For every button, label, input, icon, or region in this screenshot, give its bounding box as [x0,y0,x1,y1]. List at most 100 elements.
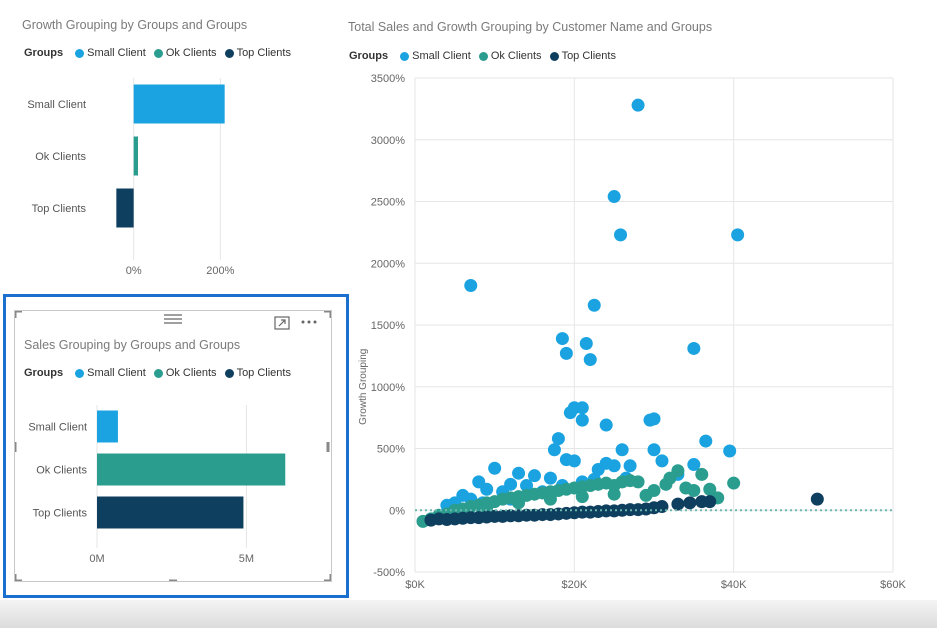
resize-handle[interactable] [14,574,22,582]
resize-handle[interactable] [14,310,22,318]
legend-item-top-clients[interactable]: Top Clients [549,50,616,62]
data-point[interactable] [575,413,589,427]
data-point[interactable] [607,487,621,501]
data-point[interactable] [687,458,701,472]
y-category-label: Top Clients [32,203,87,215]
legend-item-ok-clients[interactable]: Ok Clients [478,50,542,62]
data-point[interactable] [528,469,541,483]
data-point[interactable] [615,443,629,457]
data-point[interactable] [671,497,685,511]
data-point[interactable] [723,444,737,458]
sales-bar-chart[interactable]: 0M 5M Small Client Ok Clients Top Clients [14,390,324,575]
bar[interactable] [97,410,118,443]
resize-handle[interactable] [324,574,332,582]
data-point[interactable] [703,482,717,496]
data-point[interactable] [559,346,573,360]
legend-title: Groups [24,367,64,379]
y-tick-label: 3500% [371,73,405,85]
legend-dot-icon [478,51,488,61]
window-bottom-edge [0,600,937,628]
data-point[interactable] [555,332,569,346]
chart-legend: Groups Small Client Ok Clients Top Clien… [24,367,299,379]
data-point[interactable] [464,278,478,292]
data-point[interactable] [687,341,701,355]
data-point[interactable] [575,490,589,504]
data-point[interactable] [583,353,597,367]
selected-visual-frame[interactable] [3,294,349,598]
data-point[interactable] [567,454,581,468]
bar[interactable] [133,84,225,124]
bar[interactable] [97,453,286,486]
chart-legend: Groups Small Client Ok Clients Top Clien… [24,47,299,59]
data-point[interactable] [575,401,589,415]
chart-title: Growth Grouping by Groups and Groups [22,18,248,32]
x-tick-label: $20K [561,579,587,591]
data-point[interactable] [520,479,534,493]
data-point[interactable] [614,228,628,242]
sales-growth-scatter-chart[interactable]: -500% 0% 500% 1000% 1500% 2000% 2500% 3000% 3500… [345,68,925,618]
y-tick-label: 1500% [371,320,405,332]
legend-item-top-clients[interactable]: Top Clients [224,47,291,59]
data-point[interactable] [727,476,741,490]
data-point[interactable] [599,418,613,432]
bar[interactable] [97,496,244,529]
legend-item-ok-clients[interactable]: Ok Clients [153,47,217,59]
bar[interactable] [133,136,138,176]
legend-label: Small Client [87,47,146,59]
data-point[interactable] [810,492,824,506]
data-point[interactable] [623,459,637,473]
data-point[interactable] [512,466,526,480]
data-point[interactable] [695,467,709,481]
data-point[interactable] [591,462,605,476]
x-tick-label: 0M [89,553,104,565]
data-point[interactable] [480,482,494,496]
legend-dot-icon [224,48,234,58]
data-point[interactable] [579,337,593,351]
data-point[interactable] [631,475,645,489]
data-point[interactable] [647,412,661,426]
x-tick-label: $0K [405,579,425,591]
data-point[interactable] [480,501,494,515]
legend-label: Ok Clients [490,50,542,62]
drag-handle-icon[interactable] [163,312,183,327]
data-point[interactable] [607,459,621,473]
legend-label: Small Client [87,367,146,379]
growth-bar-chart[interactable]: 0% 200% Small Client Ok Clients Top Clients [0,70,340,285]
focus-mode-icon[interactable] [274,316,290,333]
legend-dot-icon [224,368,234,378]
visual-selection-handles[interactable] [14,310,332,582]
y-category-label: Small Client [28,422,87,434]
data-point[interactable] [543,492,557,506]
data-point[interactable] [547,443,561,457]
legend-item-ok-clients[interactable]: Ok Clients [153,367,217,379]
data-point[interactable] [488,461,502,475]
data-point[interactable] [512,496,526,510]
data-point[interactable] [631,98,645,112]
legend-item-small-client[interactable]: Small Client [400,50,471,62]
legend-item-small-client[interactable]: Small Client [75,47,146,59]
data-point[interactable] [671,464,685,478]
data-point[interactable] [683,496,697,510]
data-point[interactable] [687,483,701,497]
bar[interactable] [116,188,134,228]
legend-label: Top Clients [236,367,291,379]
data-point[interactable] [655,454,669,468]
more-options-icon[interactable] [300,315,320,330]
data-point[interactable] [699,434,713,448]
chart-legend: Groups Small Client Ok Clients Top Clien… [349,50,624,62]
data-point[interactable] [647,443,661,457]
data-point[interactable] [551,432,565,446]
data-point[interactable] [639,488,653,502]
legend-item-top-clients[interactable]: Top Clients [224,367,291,379]
data-point[interactable] [607,190,621,204]
resize-handle[interactable] [324,310,332,318]
data-point[interactable] [543,471,557,485]
y-tick-label: 3000% [371,135,405,147]
y-tick-label: -500% [373,567,405,579]
data-point[interactable] [731,228,745,242]
chart-title: Total Sales and Growth Grouping by Custo… [348,20,713,34]
legend-item-small-client[interactable]: Small Client [75,367,146,379]
data-point[interactable] [703,495,717,509]
data-point[interactable] [563,406,577,420]
data-point[interactable] [587,298,601,312]
